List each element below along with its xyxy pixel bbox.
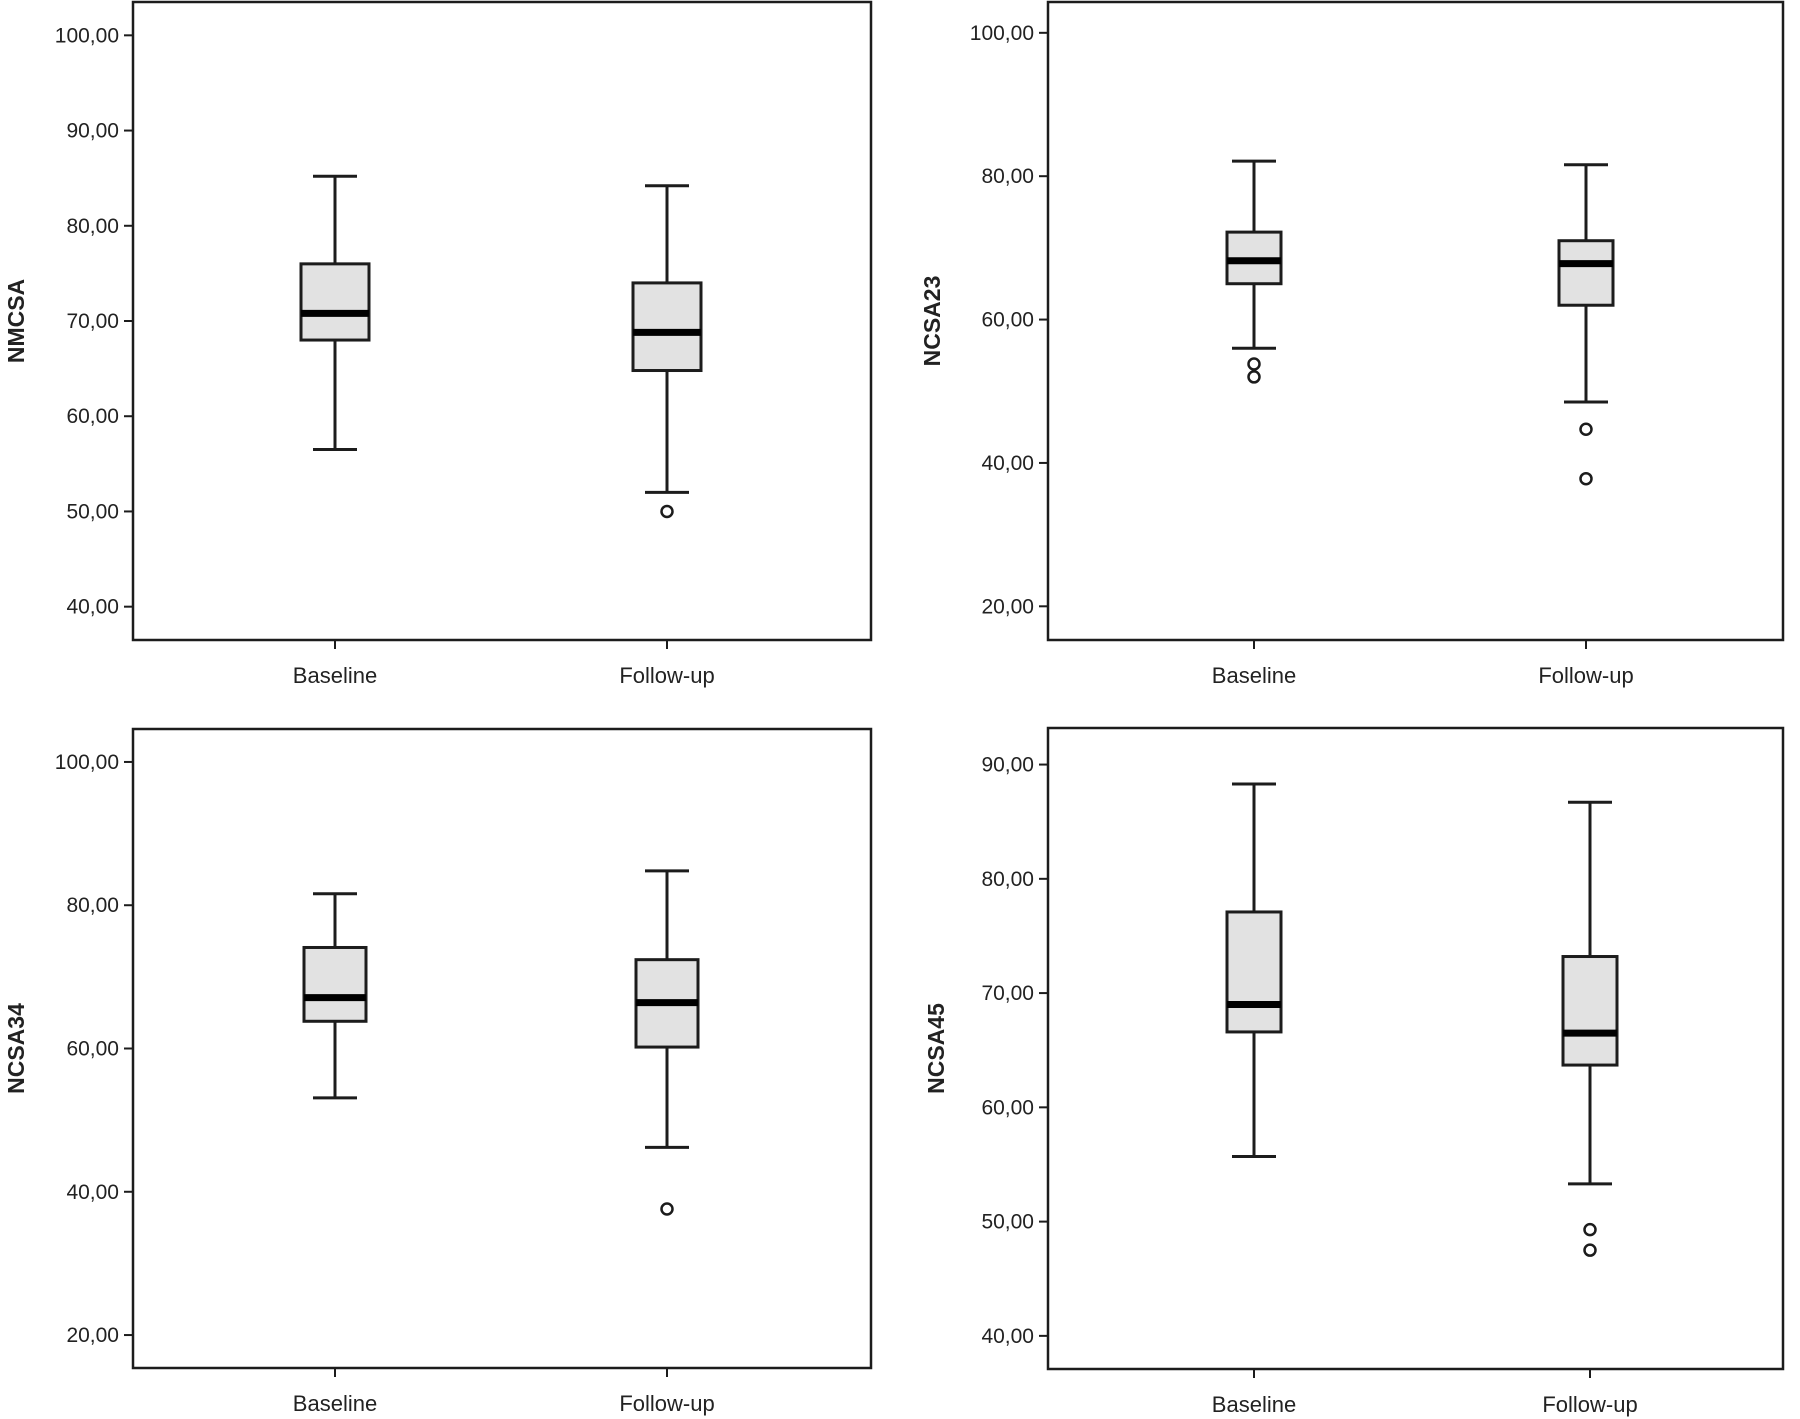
y-tick-label: 90,00 bbox=[981, 754, 1034, 777]
chart-panel-nmcsa: 100,00 90,00 80,00 70,00 60,00 50,00 40,00 NMCS… bbox=[3, 0, 873, 688]
y-tick-label: 40,00 bbox=[981, 1325, 1034, 1348]
y-tick-label: 80,00 bbox=[66, 894, 119, 917]
y-tick-label: 60,00 bbox=[981, 309, 1034, 332]
y-tick-label: 20,00 bbox=[981, 595, 1034, 618]
y-tick-label: 40,00 bbox=[66, 596, 119, 619]
chart-panel-ncsa34: 100,00 80,00 60,00 40,00 20,00 NCSA34 Baseline… bbox=[3, 727, 873, 1416]
y-tick-label: 80,00 bbox=[66, 215, 119, 238]
iqr-box bbox=[631, 281, 703, 373]
plot-frame bbox=[1046, 726, 1785, 1371]
y-axis-label: NCSA23 bbox=[919, 276, 945, 367]
chart-panel-ncsa45: 90,00 80,00 70,00 60,00 50,00 40,00 NCSA45 Base… bbox=[923, 726, 1785, 1417]
outlier-point bbox=[1583, 1222, 1597, 1237]
y-tick-label: 100,00 bbox=[55, 24, 119, 47]
x-tick-label: Follow-up bbox=[619, 1391, 714, 1416]
y-tick-label: 20,00 bbox=[66, 1324, 119, 1347]
x-tick-label: Baseline bbox=[293, 1391, 377, 1416]
iqr-box bbox=[1557, 239, 1615, 307]
y-tick-label: 60,00 bbox=[981, 1096, 1034, 1119]
x-tick-label: Follow-up bbox=[619, 663, 714, 688]
y-tick-label: 60,00 bbox=[66, 1038, 119, 1061]
iqr-box bbox=[1225, 910, 1283, 1034]
x-tick-label: Baseline bbox=[1212, 1392, 1296, 1417]
iqr-box bbox=[1561, 955, 1619, 1067]
y-tick-label: 50,00 bbox=[981, 1211, 1034, 1234]
outlier-point bbox=[1247, 370, 1261, 384]
x-tick-label: Baseline bbox=[293, 663, 377, 688]
box-follow-up bbox=[1557, 163, 1615, 486]
box-baseline bbox=[1225, 159, 1283, 384]
y-tick-label: 100,00 bbox=[55, 751, 119, 774]
y-tick-label: 80,00 bbox=[981, 165, 1034, 188]
iqr-box bbox=[302, 945, 368, 1023]
y-tick-label: 50,00 bbox=[66, 500, 119, 523]
chart-panel-ncsa23: 100,00 80,00 60,00 40,00 20,00 NCSA23 Baseline… bbox=[919, 0, 1785, 688]
y-axis-label: NCSA34 bbox=[3, 1003, 29, 1094]
box-baseline bbox=[302, 892, 368, 1100]
y-tick-label: 100,00 bbox=[970, 22, 1034, 45]
y-tick-label: 70,00 bbox=[981, 982, 1034, 1005]
outlier-point bbox=[1579, 422, 1593, 436]
y-tick-label: 80,00 bbox=[981, 868, 1034, 891]
x-tick-label: Follow-up bbox=[1538, 663, 1633, 688]
box-baseline bbox=[1225, 782, 1283, 1158]
y-tick-label: 40,00 bbox=[66, 1181, 119, 1204]
y-tick-label: 70,00 bbox=[66, 310, 119, 333]
y-tick-label: 40,00 bbox=[981, 452, 1034, 475]
plot-frame bbox=[131, 727, 873, 1370]
plot-frame bbox=[1046, 0, 1785, 642]
y-tick-label: 90,00 bbox=[66, 120, 119, 143]
outlier-point bbox=[660, 504, 674, 519]
x-tick-label: Baseline bbox=[1212, 663, 1296, 688]
y-axis-label: NCSA45 bbox=[923, 1003, 949, 1094]
iqr-box bbox=[299, 262, 371, 342]
outlier-point bbox=[1247, 357, 1261, 371]
outlier-point bbox=[660, 1202, 674, 1216]
outlier-point bbox=[1579, 471, 1593, 486]
y-tick-label: 60,00 bbox=[66, 405, 119, 428]
x-tick-label: Follow-up bbox=[1542, 1392, 1637, 1417]
box-follow-up bbox=[631, 184, 703, 519]
box-follow-up bbox=[634, 869, 700, 1216]
box-baseline bbox=[299, 174, 371, 452]
y-axis-label: NMCSA bbox=[3, 279, 29, 363]
box-follow-up bbox=[1561, 800, 1619, 1257]
outlier-point bbox=[1583, 1243, 1597, 1257]
plot-frame bbox=[131, 0, 873, 642]
